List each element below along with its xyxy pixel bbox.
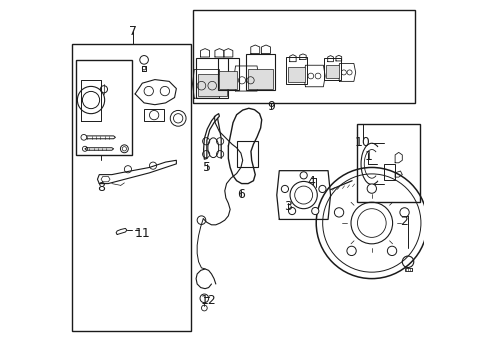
Circle shape	[399, 208, 408, 217]
Bar	[217, 58, 239, 90]
Text: 12: 12	[201, 294, 216, 307]
Bar	[196, 58, 228, 98]
Bar	[324, 58, 340, 80]
Circle shape	[366, 184, 376, 193]
Text: 5: 5	[203, 161, 210, 174]
Text: 11: 11	[134, 227, 150, 240]
Circle shape	[386, 246, 396, 256]
Text: 4: 4	[306, 175, 314, 188]
Bar	[198, 74, 226, 96]
Circle shape	[318, 185, 325, 193]
Circle shape	[334, 208, 343, 217]
Bar	[285, 57, 306, 84]
Text: 10: 10	[354, 136, 370, 149]
Text: 9: 9	[267, 100, 275, 113]
Text: 6: 6	[237, 188, 244, 201]
Bar	[144, 109, 163, 121]
Bar	[247, 69, 273, 89]
Circle shape	[288, 207, 295, 215]
Bar	[325, 65, 338, 78]
Circle shape	[81, 134, 86, 140]
Circle shape	[300, 172, 306, 179]
Bar	[383, 164, 394, 180]
Text: 8: 8	[97, 181, 105, 194]
Bar	[72, 44, 190, 330]
Bar	[287, 67, 305, 82]
Bar	[76, 60, 131, 155]
Bar	[246, 54, 274, 90]
Bar	[405, 268, 411, 271]
Circle shape	[346, 246, 355, 256]
Text: 1: 1	[364, 150, 371, 163]
Bar	[219, 71, 237, 89]
Bar	[236, 140, 258, 167]
Text: 2: 2	[399, 215, 407, 228]
Circle shape	[281, 185, 288, 193]
Bar	[357, 125, 419, 202]
Text: 7: 7	[129, 25, 137, 38]
Bar	[192, 10, 414, 103]
Circle shape	[311, 207, 318, 215]
Text: 3: 3	[283, 201, 291, 213]
